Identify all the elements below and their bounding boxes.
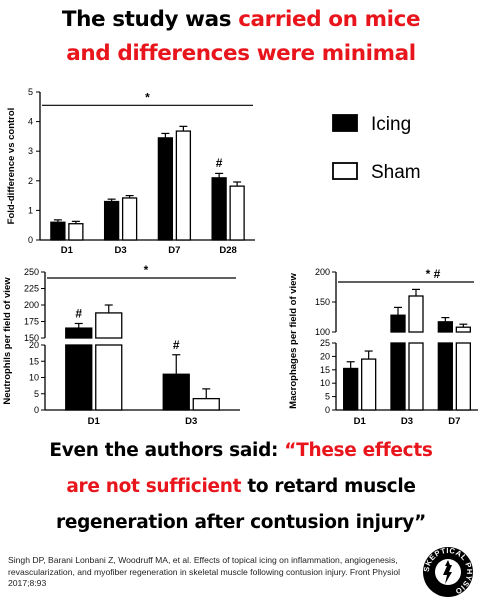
headline-black-text: The study was [61,7,239,32]
y-tick-label: 150 [24,333,39,343]
bar-icing-upper [65,327,93,339]
legend-label: Sham [371,162,421,183]
x-tick-label: D3 [401,416,413,427]
x-tick-label: D1 [61,245,74,256]
y-tick-label: 100 [315,327,330,337]
quote-black-text: Even the authors said: [49,440,285,461]
bar-sham-upper [95,312,123,339]
significance-star: * # [426,267,441,281]
bar-icing-lower [65,344,93,411]
bar-sham [68,223,84,241]
bar-sham-upper [408,295,424,333]
fold-difference-chart: 0 1 2 3 4 5 Fold-difference vs control D1 D3 D7 D2… [6,87,255,256]
y-tick-label: 200 [315,267,330,277]
y-tick-label: 225 [24,284,39,294]
quote-line-2: are not sufficient to retard muscle [0,473,482,501]
x-tick-label: D1 [88,416,101,427]
bar-icing [343,367,359,411]
headline-red-text: carried on mice [238,7,421,32]
bar-sham [121,197,138,241]
quote-black-text: to retard muscle [241,476,416,497]
quote-line-3: regeneration after contusion injury” [56,512,426,533]
y-tick-label: 4 [28,117,33,127]
runner-icon [443,560,452,584]
x-tick-label: D1 [354,416,367,427]
x-tick-label: D3 [115,245,127,256]
y-tick-label: 25 [320,338,330,348]
quote-line-1: Even the authors said: “These effects [0,437,482,465]
bar-icing [157,137,174,241]
y-tick-label: 5 [325,392,330,402]
bar-sham-lower [455,342,471,411]
bar-sham [175,130,192,241]
y-tick-label: 1 [28,205,33,215]
bar-icing-lower [437,342,453,411]
headline-line-2: and differences were minimal [66,41,416,66]
y-axis-title: Neutrophils per field of view [2,277,13,405]
significance-star: * [145,90,150,104]
hash-marker: # [75,306,82,320]
y-tick-label: 20 [29,340,39,350]
y-tick-label: 200 [24,300,39,310]
y-tick-label: 150 [315,297,330,307]
x-tick-label: D28 [219,245,236,256]
y-tick-label: 2 [28,176,33,186]
y-tick-label: 175 [24,317,39,327]
bar-sham [229,185,245,241]
x-tick-label: D7 [448,416,460,427]
citation: Singh DP, Barani Lonbani Z, Woodruff MA,… [8,555,401,588]
bar-sham [192,397,220,411]
y-tick-label: 5 [28,87,33,97]
bar-icing [103,200,120,241]
hash-marker: # [216,156,223,170]
significance-star: * [144,263,149,277]
x-tick-label: D7 [168,245,180,256]
y-tick-label: 0 [325,405,330,415]
bar-sham-lower [95,344,123,411]
bar-icing-lower [390,342,406,411]
y-axis-title: Fold-difference vs control [6,108,17,225]
legend-swatch-icing [332,114,358,132]
skeptical-physio-logo: SKEPTICAL PHYSIO [422,546,473,597]
y-tick-label: 0 [34,405,39,415]
hash-marker: # [173,338,180,352]
y-tick-label: 20 [320,351,330,361]
bar-sham-upper [455,326,471,333]
y-axis-title: Macrophages per field of view [288,273,299,409]
y-tick-label: 3 [28,146,33,156]
bar-icing-upper [437,321,453,333]
y-tick-label: 5 [34,389,39,399]
bar-sham-lower [408,342,424,411]
legend: Icing Sham [332,114,421,183]
legend-swatch-sham [332,162,358,180]
y-tick-label: 10 [29,373,39,383]
y-tick-label: 15 [29,356,39,366]
x-tick-label: D3 [185,416,197,427]
y-tick-label: 250 [24,267,39,277]
bar-icing [162,373,190,411]
quote-red-text: are not sufficient [66,476,242,497]
headline-line-1: The study was carried on mice [0,6,482,34]
y-tick-label: 15 [320,365,330,375]
y-tick-label: 10 [320,378,330,388]
bar-icing [211,177,227,241]
bar-sham [361,358,377,411]
bar-icing-upper [390,314,406,333]
y-tick-label: 0 [28,235,33,245]
legend-label: Icing [371,114,411,135]
quote-red-text: “These effects [284,440,433,461]
bar-icing [50,221,66,241]
